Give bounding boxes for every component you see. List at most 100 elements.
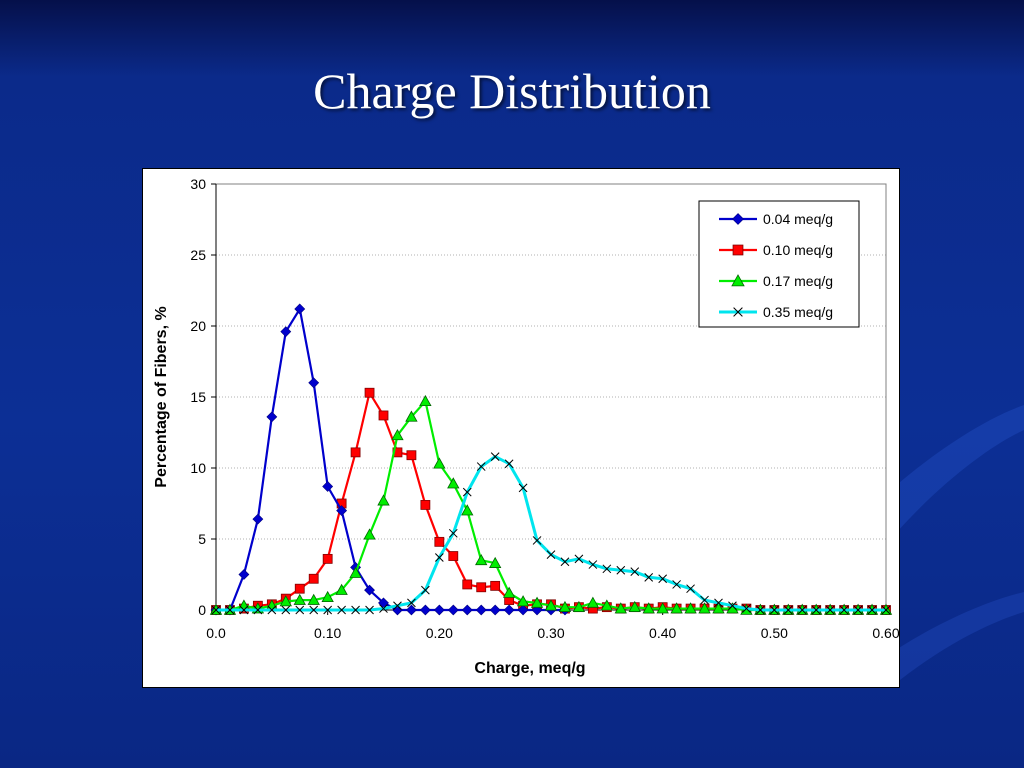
legend-item: 0.35 meq/g <box>719 304 833 320</box>
data-point-triangle <box>279 595 292 607</box>
data-point-triangle <box>642 602 655 614</box>
data-point-x-stroke <box>532 536 542 545</box>
data-point-x-stroke <box>365 605 374 615</box>
data-point-x-stroke <box>351 605 360 615</box>
data-point-x <box>421 585 430 595</box>
legend-item: 0.10 meq/g <box>719 242 833 258</box>
data-point-x-stroke <box>686 584 695 594</box>
data-point-diamond <box>461 604 473 616</box>
legend: 0.04 meq/g 0.10 meq/g 0.17 meq/g 0.35 meq/g <box>698 200 860 328</box>
data-point-x-stroke <box>602 564 612 574</box>
data-point-diamond <box>405 604 417 616</box>
data-point-x <box>295 605 305 615</box>
data-point-x-stroke <box>504 459 514 469</box>
data-point-diamond <box>238 569 250 580</box>
data-point-x <box>365 605 374 615</box>
data-point-triangle <box>684 602 697 614</box>
data-point-triangle <box>447 477 460 489</box>
data-point-triangle <box>405 410 418 422</box>
data-point-diamond <box>433 604 445 616</box>
data-point-triangle <box>321 590 334 603</box>
data-point-x <box>867 605 877 615</box>
data-point-x <box>630 567 640 577</box>
data-point-square <box>378 410 389 421</box>
data-point-triangle <box>628 600 641 612</box>
data-point-x-stroke <box>393 601 402 611</box>
data-point-diamond <box>447 604 459 616</box>
y-tick-label: 30 <box>190 176 206 192</box>
y-ticks: 0 5 10 15 20 25 30 <box>190 176 216 618</box>
data-point-x <box>393 601 402 611</box>
data-point-x-stroke <box>546 550 556 559</box>
data-point-x-stroke <box>379 604 388 613</box>
data-point-triangle <box>544 599 558 611</box>
legend-label: 0.04 meq/g <box>763 211 833 227</box>
data-point-x <box>351 605 360 615</box>
data-point-x-stroke <box>881 605 891 615</box>
data-point-x <box>602 564 612 574</box>
data-point-triangle <box>433 457 446 469</box>
data-point-diamond <box>266 411 278 423</box>
data-point-x <box>756 605 765 615</box>
data-point-diamond <box>252 513 264 525</box>
chart: 0 5 10 15 20 25 30 0.0 0.10 0.20 0.30 0.40 0.50 0.60… <box>153 176 899 677</box>
x-axis-title: Charge, meq/g <box>474 660 585 677</box>
data-point-square <box>434 536 445 547</box>
data-point-square <box>406 450 417 461</box>
data-point-x <box>797 605 807 615</box>
legend-box <box>698 200 860 328</box>
data-point-square <box>364 387 375 398</box>
data-point-x <box>733 307 743 317</box>
series-line <box>216 455 886 612</box>
data-point-x <box>504 459 514 469</box>
legend-label: 0.10 meq/g <box>763 242 833 258</box>
data-point-x-stroke <box>518 483 528 493</box>
data-point-x-stroke <box>337 605 346 615</box>
data-point-x <box>379 604 388 613</box>
data-point-diamond <box>419 604 431 616</box>
data-point-square <box>420 500 431 510</box>
data-point-triangle <box>461 504 474 516</box>
series-square <box>211 387 891 615</box>
data-point-triangle <box>670 602 683 614</box>
data-point-triangle <box>475 553 488 566</box>
data-point-x <box>588 560 598 569</box>
data-point-diamond <box>322 481 334 492</box>
data-point-x-stroke <box>714 598 723 608</box>
data-point-triangle <box>391 429 404 441</box>
data-point-triangle <box>558 600 572 612</box>
data-point-square <box>322 553 333 564</box>
data-point-diamond <box>308 377 320 389</box>
data-point-diamond <box>475 604 487 616</box>
data-point-x <box>490 452 500 461</box>
data-point-x <box>658 574 668 584</box>
data-point-x <box>811 605 821 615</box>
data-point-square <box>294 583 305 594</box>
y-tick-label: 0 <box>198 602 206 618</box>
data-point-diamond <box>732 213 744 225</box>
data-point-x-stroke <box>825 605 835 615</box>
series-layer <box>209 303 893 616</box>
data-point-triangle <box>731 274 745 287</box>
y-tick-label: 10 <box>190 460 206 476</box>
data-point-x <box>560 557 570 567</box>
x-tick-label: 0.30 <box>537 625 564 641</box>
data-point-x <box>853 605 863 615</box>
x-ticks: 0.0 0.10 0.20 0.30 0.40 0.50 0.60 <box>206 610 899 641</box>
data-point-x <box>574 554 584 564</box>
x-tick-label: 0.50 <box>761 625 788 641</box>
slide-title: Charge Distribution <box>313 63 711 119</box>
x-tick-label: 0.20 <box>426 625 453 641</box>
data-point-triangle <box>349 566 362 578</box>
data-point-x-stroke <box>733 307 743 317</box>
data-point-triangle <box>502 586 516 598</box>
data-point-triangle <box>363 528 376 540</box>
data-point-x-stroke <box>672 580 681 589</box>
data-point-x-stroke <box>756 605 765 615</box>
data-point-x-stroke <box>630 567 640 577</box>
data-point-triangle <box>419 394 432 407</box>
chart-panel: 0 5 10 15 20 25 30 0.0 0.10 0.20 0.30 0.40 0.50 0.60… <box>142 168 900 688</box>
data-point-x-stroke <box>239 605 249 615</box>
data-point-x-stroke <box>616 565 626 575</box>
data-point-diamond <box>517 604 529 616</box>
